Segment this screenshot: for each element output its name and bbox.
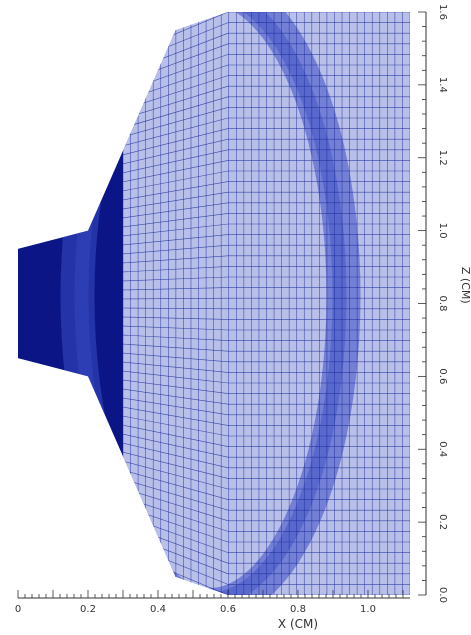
mesh-line-z xyxy=(122,406,229,426)
x-tick-label: 0.4 xyxy=(150,604,166,615)
mesh-line-z xyxy=(122,469,229,500)
mesh-line-z xyxy=(122,397,229,416)
axes: X (CM) Z (CM) 0 0.2 0.4 0.6 0.8 1.0 0.0 0.2 0.4 0… xyxy=(15,4,471,631)
domain-region xyxy=(18,12,410,595)
y-tick-label: 0.4 xyxy=(437,441,448,457)
mesh-line-z xyxy=(122,107,229,138)
mesh-line-z xyxy=(122,307,229,310)
mesh-line-z xyxy=(122,287,229,291)
x-tick-label: 1.0 xyxy=(360,604,376,615)
mesh-line-z xyxy=(122,160,229,183)
x-tick-label: 0.6 xyxy=(220,604,236,615)
shock-band-core xyxy=(74,12,347,595)
mesh-line-z xyxy=(122,415,229,437)
mesh-line-z xyxy=(122,96,229,129)
mesh-line-z xyxy=(122,334,229,341)
y-tick-label: 1.6 xyxy=(437,4,448,20)
mesh-line-z xyxy=(122,352,229,363)
mesh-line-z xyxy=(122,388,229,405)
mesh-line-z xyxy=(122,266,229,273)
mesh-line-z xyxy=(122,487,229,522)
mesh-line-z xyxy=(122,223,229,237)
mesh-line-z xyxy=(122,325,229,331)
mesh-line-z xyxy=(122,451,229,479)
mesh-line-z xyxy=(122,244,229,255)
mesh-line-z xyxy=(122,85,229,120)
y-axis-label: Z (CM) xyxy=(459,267,471,304)
mesh-line-z xyxy=(122,297,229,300)
mesh-line-z xyxy=(122,424,229,447)
x-tick-label: 0 xyxy=(15,604,21,615)
mesh-line-z xyxy=(122,117,229,147)
mesh-line-z xyxy=(122,370,229,384)
mesh-line-z xyxy=(122,379,229,394)
mesh-line-z xyxy=(122,234,229,246)
plot-area xyxy=(18,12,410,595)
mesh-line-z xyxy=(122,138,229,165)
mesh-line-z xyxy=(122,202,229,219)
mesh-line-z xyxy=(122,433,229,458)
mesh-line-z xyxy=(122,128,229,156)
shock-band xyxy=(60,12,361,595)
y-tick-label: 1.4 xyxy=(437,77,448,93)
mesh-line-z xyxy=(122,170,229,192)
mesh-line-z xyxy=(122,478,229,511)
y-tick-label: 0.0 xyxy=(437,587,448,603)
x-tick-label: 0.2 xyxy=(80,604,96,615)
mesh-line-z xyxy=(122,255,229,264)
mesh-line-z xyxy=(122,191,229,210)
y-tick-label: 0.2 xyxy=(437,514,448,530)
y-tick-label: 0.6 xyxy=(437,368,448,384)
mesh-line-z xyxy=(122,149,229,174)
mesh-line-z xyxy=(122,343,229,352)
mesh-line-z xyxy=(122,460,229,490)
y-tick-label: 1.0 xyxy=(437,223,448,239)
mesh-line-z xyxy=(122,181,229,201)
mesh-line-z xyxy=(122,316,229,320)
mesh-line-z xyxy=(122,361,229,373)
x-axis-label: X (CM) xyxy=(278,617,318,631)
y-tick-label: 1.2 xyxy=(437,150,448,166)
mesh-line-z xyxy=(122,213,229,228)
mesh-line-z xyxy=(122,442,229,469)
y-tick-label: 0.8 xyxy=(437,296,448,312)
mesh-line-z xyxy=(122,276,229,282)
x-tick-label: 0.8 xyxy=(290,604,306,615)
